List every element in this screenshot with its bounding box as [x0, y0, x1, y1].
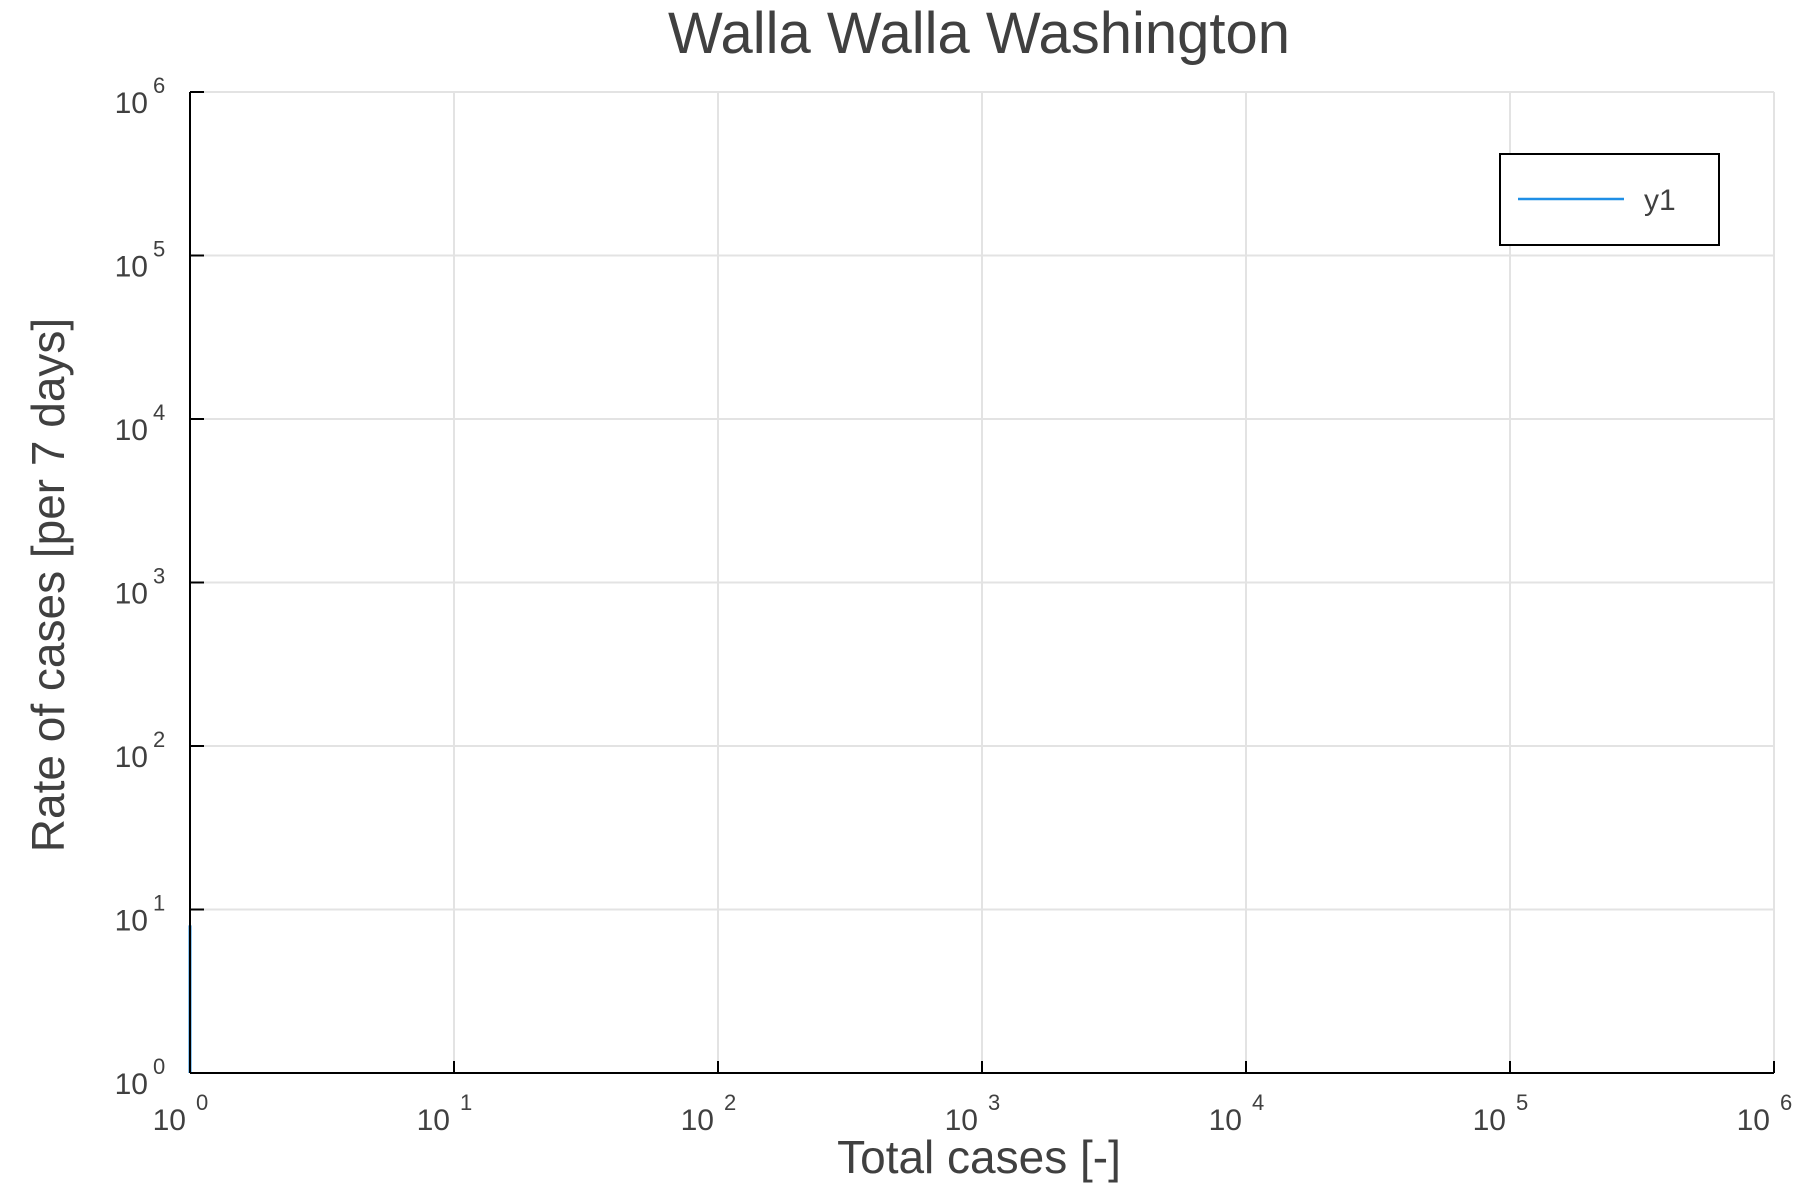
y-tick-exponent: 4 — [153, 400, 165, 425]
y-tick-exponent: 3 — [153, 564, 165, 589]
chart-title: Walla Walla Washington — [668, 1, 1290, 66]
x-tick-label: 10 — [1209, 1104, 1242, 1137]
y-tick-label: 10 — [115, 251, 148, 284]
x-tick-label: 10 — [945, 1104, 978, 1137]
x-tick-label: 10 — [153, 1104, 186, 1137]
x-tick-label: 10 — [1473, 1104, 1506, 1137]
y-tick-label: 10 — [115, 87, 148, 120]
y-tick-label: 10 — [115, 414, 148, 447]
y-tick-label: 10 — [115, 578, 148, 611]
y-tick-exponent: 0 — [153, 1054, 165, 1079]
y-tick-exponent: 6 — [153, 73, 165, 98]
legend-label-y1: y1 — [1644, 184, 1676, 217]
x-tick-exponent: 2 — [724, 1090, 736, 1115]
legend: y1 — [1499, 153, 1720, 246]
y-tick-label: 10 — [115, 1068, 148, 1101]
x-axis-label: Total cases [-] — [837, 1131, 1121, 1183]
y-tick-exponent: 1 — [153, 891, 165, 916]
grid — [189, 91, 1775, 1074]
y-axis-label: Rate of cases [per 7 days] — [22, 318, 74, 852]
x-tick-exponent: 6 — [1780, 1090, 1792, 1115]
x-tick-label: 10 — [417, 1104, 450, 1137]
x-tick-exponent: 0 — [196, 1090, 208, 1115]
x-tick-exponent: 1 — [460, 1090, 472, 1115]
y-tick-exponent: 2 — [153, 727, 165, 752]
y-tick-label: 10 — [115, 905, 148, 938]
x-tick-exponent: 5 — [1516, 1090, 1528, 1115]
y-tick-label: 10 — [115, 741, 148, 774]
x-tick-exponent: 4 — [1252, 1090, 1264, 1115]
y-tick-exponent: 5 — [153, 237, 165, 262]
x-tick-label: 10 — [1737, 1104, 1770, 1137]
x-ticks: 10 0 10 1 10 2 10 3 10 4 10 5 10 6 — [153, 1061, 1792, 1137]
x-tick-label: 10 — [681, 1104, 714, 1137]
x-tick-exponent: 3 — [988, 1090, 1000, 1115]
